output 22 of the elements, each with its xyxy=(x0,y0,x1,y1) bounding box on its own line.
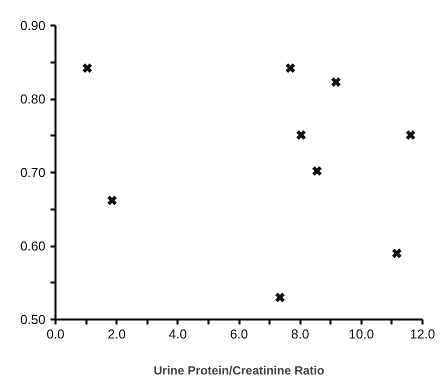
point xyxy=(274,292,286,303)
point xyxy=(106,195,118,206)
y-tick-label: 0.80 xyxy=(20,92,46,106)
y-tick-label: 0.60 xyxy=(20,238,46,254)
point xyxy=(392,248,402,259)
point xyxy=(330,76,342,88)
y-tick-label: 0.50 xyxy=(20,312,46,327)
x-axis-title: Urine Protein/Creatinine Ratio xyxy=(154,364,324,378)
x-tick-label: 8.0 xyxy=(291,326,310,342)
x-tick-label: 2.0 xyxy=(108,326,126,342)
y-tick-label: 0.70 xyxy=(20,165,46,180)
point xyxy=(285,62,296,74)
x-tick-label: 10.0 xyxy=(348,326,374,342)
x-tick-label: 12.0 xyxy=(410,326,436,342)
point xyxy=(82,62,93,74)
point xyxy=(296,130,306,140)
x-tick-label: 6.0 xyxy=(230,326,248,342)
point xyxy=(405,130,416,140)
y-tick-label: 0.90 xyxy=(20,18,46,33)
point xyxy=(312,166,322,176)
x-tick-label: 4.0 xyxy=(168,326,187,342)
x-tick-label: 0.0 xyxy=(46,326,65,342)
